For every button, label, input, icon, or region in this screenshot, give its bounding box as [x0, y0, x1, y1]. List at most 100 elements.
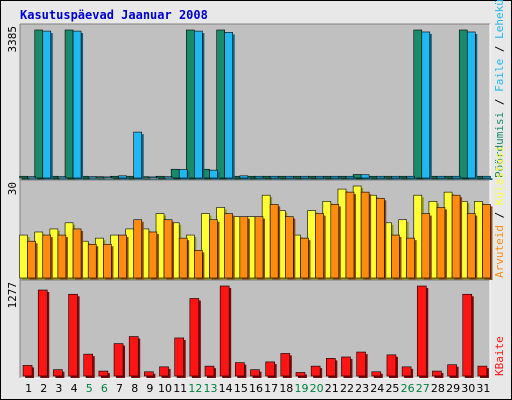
- x-tick-label: 18: [279, 382, 293, 395]
- bar-face: [322, 175, 332, 179]
- bar-middle-arvuteid-day-26: [406, 237, 417, 280]
- bar-face: [98, 370, 109, 377]
- bar-shadow: [363, 176, 372, 180]
- legend-part: Faile: [493, 59, 506, 92]
- bar-shadow: [233, 178, 242, 180]
- bar-top-faile-day-30: [466, 31, 478, 181]
- bar-bottom-kbaite-day-24: [371, 371, 383, 378]
- bar-shadow: [317, 178, 326, 180]
- bar-face: [224, 213, 233, 279]
- x-tick-label: 4: [71, 382, 78, 395]
- bar-face: [360, 174, 370, 179]
- bar-face: [330, 175, 340, 179]
- bar-face: [280, 353, 291, 377]
- bar-face: [219, 285, 230, 377]
- bar-face: [250, 369, 260, 377]
- panel-bottom-ymax-label: 1277: [6, 282, 19, 309]
- bar-face: [19, 234, 28, 279]
- bar-top-faile-day-10: [163, 176, 175, 180]
- bar-face: [307, 175, 316, 179]
- bar-shadow: [302, 178, 311, 180]
- bar-face: [265, 361, 275, 377]
- bar-bottom-kbaite-day-5: [83, 353, 95, 378]
- bar-shadow: [454, 178, 463, 180]
- bar-shadow: [127, 178, 136, 180]
- bar-face: [462, 293, 473, 377]
- x-tick-label: 1: [25, 382, 32, 395]
- bar-middle-arvuteid-day-14: [224, 213, 235, 280]
- bar-face: [406, 237, 415, 279]
- bar-top-faile-day-18: [285, 175, 296, 180]
- bar-middle-arvuteid-day-13: [209, 219, 220, 280]
- bar-top-faile-day-11: [178, 169, 190, 180]
- bar-bottom-kbaite-day-19: [295, 372, 307, 378]
- bar-shadow: [339, 178, 348, 180]
- bar-face: [34, 29, 44, 179]
- bar-face: [118, 234, 127, 279]
- bar-bottom-kbaite-day-14: [219, 285, 232, 378]
- bar-middle-arvuteid-day-16: [254, 216, 265, 280]
- bar-face: [53, 369, 63, 377]
- bar-face: [186, 29, 195, 179]
- bar-top-faile-day-7: [118, 175, 129, 180]
- bar-face: [148, 231, 158, 279]
- bar-shadow: [264, 178, 273, 180]
- bar-face: [133, 219, 143, 279]
- bar-face: [466, 213, 476, 279]
- bar-top-faile-day-3: [57, 176, 68, 180]
- bar-face: [277, 175, 286, 179]
- panel-bottom-legend: KBaite: [493, 336, 506, 376]
- legend-part: Arvuteid: [493, 225, 506, 278]
- bar-face: [170, 168, 180, 179]
- x-tick-label: 13: [204, 382, 218, 395]
- bar-bottom-kbaite-day-3: [53, 369, 65, 378]
- bar-shadow: [257, 178, 265, 180]
- bar-face: [68, 293, 78, 377]
- x-tick-label: 17: [264, 382, 278, 395]
- bar-face: [235, 362, 245, 377]
- x-tick-label: 26: [401, 382, 415, 395]
- bar-face: [285, 216, 294, 279]
- bar-face: [72, 228, 82, 279]
- bar-face: [83, 353, 94, 377]
- bar-bottom-kbaite-day-21: [326, 358, 338, 378]
- bar-shadow: [378, 178, 387, 180]
- panel-top-background: [20, 24, 490, 180]
- bar-face: [159, 366, 169, 377]
- bar-shadow: [446, 178, 455, 180]
- legend-part: KBaite: [493, 336, 506, 376]
- bar-face: [178, 237, 188, 279]
- bar-face: [391, 234, 400, 279]
- bar-face: [345, 191, 355, 279]
- bar-face: [477, 365, 488, 377]
- bar-bottom-kbaite-day-8: [128, 336, 141, 378]
- bar-face: [386, 354, 397, 377]
- bar-shadow: [142, 178, 151, 180]
- bar-middle-arvuteid-day-29: [451, 194, 463, 280]
- bar-shadow: [241, 177, 250, 180]
- bar-face: [416, 285, 427, 377]
- bar-bottom-kbaite-day-15: [235, 362, 247, 378]
- bar-face: [466, 31, 476, 179]
- x-tick-label: 2: [40, 382, 47, 395]
- bar-face: [42, 234, 52, 279]
- x-tick-label: 11: [173, 382, 187, 395]
- legend-part: /: [493, 205, 506, 225]
- bar-top-faile-day-23: [360, 174, 372, 180]
- bar-bottom-kbaite-day-6: [98, 370, 110, 378]
- bar-bottom-kbaite-day-16: [250, 369, 262, 378]
- bar-top-faile-day-19: [300, 175, 311, 180]
- bar-middle-arvuteid-day-8: [133, 219, 144, 280]
- bar-top-faile-day-6: [103, 176, 114, 180]
- bar-top-faile-day-20: [315, 175, 326, 180]
- bar-face: [103, 176, 112, 179]
- panel-middle-legend: Arvuteid / Külastusi: [493, 146, 506, 278]
- bar-bottom-kbaite-day-20: [310, 365, 323, 378]
- panel-top: 3385: [6, 23, 493, 181]
- panel-bottom: 1277: [6, 279, 491, 379]
- bar-shadow: [393, 178, 402, 180]
- bar-face: [155, 175, 165, 179]
- bar-face: [22, 365, 33, 377]
- bar-middle-arvuteid-day-25: [391, 234, 402, 280]
